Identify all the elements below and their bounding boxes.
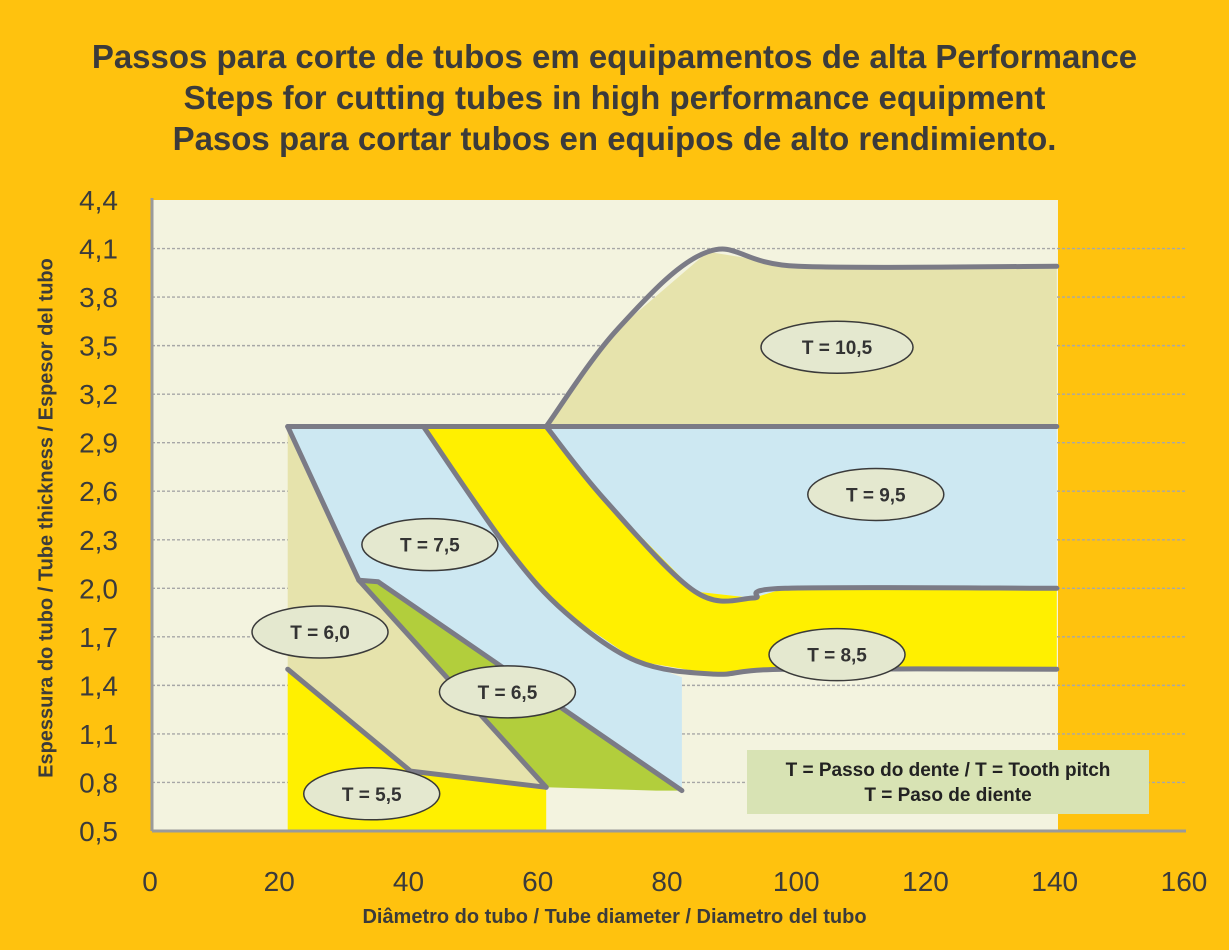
series-label: T = 10,5 — [802, 338, 873, 359]
region-60 — [287, 426, 547, 788]
legend-box: T = Passo do dente / T = Tooth pitch T =… — [747, 750, 1149, 814]
series-label: T = 5,5 — [342, 785, 402, 806]
legend-line-1: T = Passo do dente / T = Tooth pitch — [785, 760, 1111, 781]
series-label: T = 7,5 — [400, 536, 460, 557]
region-85 — [423, 426, 1057, 675]
legend-line-2: T = Paso de diente — [864, 785, 1032, 806]
y-tick-label: 2,0 — [79, 573, 118, 604]
chart-title-es: Pasos para cortar tubos en equipos de al… — [172, 120, 1057, 157]
series-label-oval — [438, 665, 577, 719]
x-tick-label: 160 — [1161, 866, 1208, 897]
series-label-oval — [768, 627, 906, 682]
region-95 — [546, 426, 1057, 598]
y-tick-label: 0,8 — [79, 767, 118, 798]
series-label-oval — [807, 467, 945, 522]
series-label-oval — [302, 767, 441, 821]
chart-title-pt: Passos para corte de tubos em equipament… — [91, 38, 1138, 75]
x-tick-label: 120 — [902, 866, 949, 897]
y-tick-label: 3,2 — [79, 379, 118, 410]
y-tick-label: 2,3 — [79, 525, 118, 556]
series-label: T = 9,5 — [846, 485, 906, 506]
series-label-oval — [251, 605, 389, 659]
x-tick-label: 80 — [651, 866, 682, 897]
x-tick-label: 60 — [522, 866, 553, 897]
region-75 — [287, 426, 682, 791]
chart-title-block: Passos para corte de tubos em equipament… — [0, 36, 1229, 159]
x-tick-label: 100 — [773, 866, 820, 897]
x-tick-label: 20 — [264, 866, 295, 897]
series-label: T = 8,5 — [807, 646, 867, 667]
x-tick-label: 40 — [393, 866, 424, 897]
y-tick-label: 1,7 — [79, 622, 118, 653]
series-label: T = 6,5 — [478, 683, 538, 704]
boundary-curve — [543, 246, 1060, 429]
y-tick-label: 3,8 — [79, 282, 118, 313]
y-tick-label: 2,9 — [79, 428, 118, 459]
y-tick-label: 1,1 — [79, 719, 118, 750]
series-label-oval — [361, 517, 499, 572]
boundary-curve — [285, 666, 549, 790]
series-label-oval — [760, 320, 914, 374]
y-axis-label: Espessura do tubo / Tube thickness / Esp… — [35, 258, 58, 778]
y-tick-label: 3,5 — [79, 331, 118, 362]
y-tick-label: 2,6 — [79, 476, 118, 507]
y-tick-label: 4,1 — [79, 234, 118, 265]
x-tick-label: 140 — [1031, 866, 1078, 897]
series-label: T = 6,0 — [290, 623, 350, 644]
x-tick-label: 0 — [142, 866, 158, 897]
y-tick-label: 4,4 — [79, 185, 118, 216]
boundary-curve — [356, 577, 685, 794]
chart-title-en: Steps for cutting tubes in high performa… — [183, 79, 1046, 116]
boundary-curve — [543, 424, 1060, 604]
y-tick-label: 0,5 — [79, 816, 118, 847]
x-axis-label: Diâmetro do tubo / Tube diameter / Diame… — [362, 906, 867, 928]
y-tick-label: 1,4 — [79, 670, 118, 701]
